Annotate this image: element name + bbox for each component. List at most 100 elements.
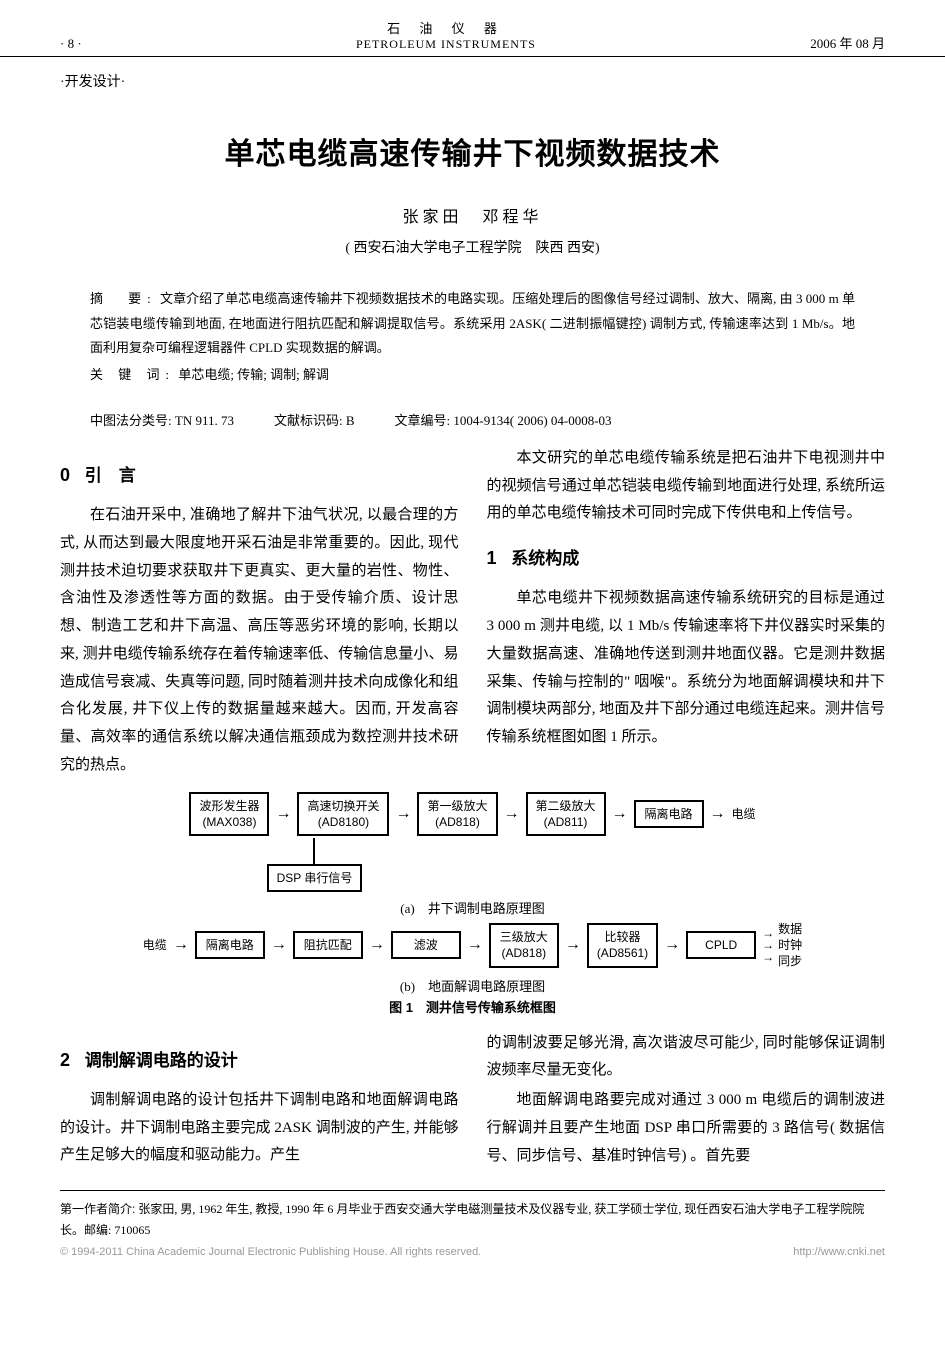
output-clock: 时钟 <box>778 937 802 953</box>
output-arrows-icon: →→→ <box>762 927 774 963</box>
output-labels: 数据 时钟 同步 <box>778 921 802 970</box>
author-bio-footer: 第一作者简介: 张家田, 男, 1962 年生, 教授, 1990 年 6 月毕… <box>60 1190 885 1244</box>
section-1-title: 系统构成 <box>511 549 579 568</box>
fc-node: CPLD <box>686 931 756 959</box>
fc-node-line1: 隔离电路 <box>205 937 255 953</box>
page-header: · 8 · 石 油 仪 器 PETROLEUM INSTRUMENTS 2006… <box>0 0 945 57</box>
arrow-right-icon: → <box>710 806 726 822</box>
section-tag: ·开发设计· <box>0 57 945 91</box>
abstract-label: 摘 要: <box>90 291 157 306</box>
article-title: 单芯电缆高速传输井下视频数据技术 <box>0 91 945 197</box>
abstract-block: 摘 要: 文章介绍了单芯电缆高速传输井下视频数据技术的电路实现。压缩处理后的图像… <box>0 277 945 404</box>
fc-node: 隔离电路 <box>634 800 704 828</box>
section-0-heading: 0 引 言 <box>60 459 459 492</box>
fc-node-line1: 高速切换开关 <box>307 798 379 814</box>
clc: 中图法分类号: TN 911. 73 <box>90 410 234 429</box>
right-column-2: 的调制波要足够光滑, 高次谐波尽可能少, 同时能够保证调制波频率尽量无变化。 地… <box>487 1030 886 1173</box>
clc-value: TN 911. 73 <box>175 413 234 428</box>
arrow-right-icon: → <box>467 937 483 953</box>
keywords-label: 关 键 词: <box>90 367 175 382</box>
fc-node-line2: (AD818) <box>427 814 487 830</box>
fc-node-line1: 三级放大 <box>499 929 549 945</box>
doc-code: 文献标识码: B <box>274 410 355 429</box>
paragraph: 调制解调电路的设计包括井下调制电路和地面解调电路的设计。井下调制电路主要完成 2… <box>60 1087 459 1170</box>
section-2-title: 调制解调电路的设计 <box>85 1051 238 1070</box>
clc-label: 中图法分类号: <box>90 413 172 428</box>
affiliation: ( 西安石油大学电子工程学院 陕西 西安) <box>0 233 945 277</box>
fc-node: 阻抗匹配 <box>293 931 363 959</box>
main-columns-2: 2 调制解调电路的设计 调制解调电路的设计包括井下调制电路和地面解调电路的设计。… <box>0 1030 945 1173</box>
fc-node-line1: 比较器 <box>597 929 648 945</box>
fc-node-line1: 第二级放大 <box>536 798 596 814</box>
fc-node: 滤波 <box>391 931 461 959</box>
arrow-right-icon: → <box>664 937 680 953</box>
figure-1-title: 图 1 测井信号传输系统框图 <box>60 997 885 1016</box>
section-0-title: 引 言 <box>85 466 136 485</box>
output-data: 数据 <box>778 921 802 937</box>
cable-label: 电缆 <box>143 937 167 953</box>
fc-node-line1: 第一级放大 <box>427 798 487 814</box>
fc-node: 波形发生器 (MAX038) <box>189 792 269 836</box>
fc-node-line2: (MAX038) <box>199 814 259 830</box>
copyright-url: http://www.cnki.net <box>793 1246 885 1258</box>
fc-node: 高速切换开关 (AD8180) <box>297 792 389 836</box>
bio-text: 张家田, 男, 1962 年生, 教授, 1990 年 6 月毕业于西安交通大学… <box>60 1202 864 1236</box>
arrow-right-icon: → <box>612 806 628 822</box>
article-id-value: 1004-9134( 2006) 04-0008-03 <box>453 413 611 428</box>
keywords-text: 单芯电缆; 传输; 调制; 解调 <box>178 367 329 382</box>
copyright-footer: © 1994-2011 China Academic Journal Elect… <box>0 1244 945 1274</box>
fc-node-line2: (AD818) <box>499 945 549 961</box>
fc-node-line1: DSP 串行信号 <box>277 870 353 886</box>
fc-node-line2: (AD8561) <box>597 945 648 961</box>
classification-row: 中图法分类号: TN 911. 73 文献标识码: B 文章编号: 1004-9… <box>0 404 945 445</box>
cable-label: 电缆 <box>732 806 756 822</box>
section-1-heading: 1 系统构成 <box>487 542 886 575</box>
journal-title-en: PETROLEUM INSTRUMENTS <box>356 37 536 52</box>
arrow-right-icon: → <box>173 937 189 953</box>
paragraph: 在石油开采中, 准确地了解井下油气状况, 以最合理的方式, 从而达到最大限度地开… <box>60 502 459 780</box>
fc-node-line2: (AD811) <box>536 814 596 830</box>
arrow-right-icon: → <box>504 806 520 822</box>
arrow-right-icon: → <box>275 806 291 822</box>
dsp-branch: DSP 串行信号 <box>60 838 885 892</box>
left-column-2: 2 调制解调电路的设计 调制解调电路的设计包括井下调制电路和地面解调电路的设计。… <box>60 1030 459 1173</box>
right-column: 本文研究的单芯电缆传输系统是把石油井下电视测井中的视频信号通过单芯铠装电缆传输到… <box>487 445 886 782</box>
arrow-right-icon: → <box>565 937 581 953</box>
section-2-heading: 2 调制解调电路的设计 <box>60 1044 459 1077</box>
section-1-num: 1 <box>487 548 497 568</box>
authors: 张家田 邓程华 <box>0 197 945 233</box>
issue-date: 2006 年 08 月 <box>810 33 885 52</box>
paragraph: 的调制波要足够光滑, 高次谐波尽可能少, 同时能够保证调制波频率尽量无变化。 <box>487 1030 886 1086</box>
arrow-right-icon: → <box>369 937 385 953</box>
paragraph: 单芯电缆井下视频数据高速传输系统研究的目标是通过 3 000 m 测井电缆, 以… <box>487 585 886 752</box>
abstract-text: 文章介绍了单芯电缆高速传输井下视频数据技术的电路实现。压缩处理后的图像信号经过调… <box>90 291 855 355</box>
fc-node: 比较器 (AD8561) <box>587 923 658 967</box>
abstract-row: 摘 要: 文章介绍了单芯电缆高速传输井下视频数据技术的电路实现。压缩处理后的图像… <box>90 287 855 361</box>
main-columns: 0 引 言 在石油开采中, 准确地了解井下油气状况, 以最合理的方式, 从而达到… <box>0 445 945 782</box>
fc-node-line2: (AD8180) <box>307 814 379 830</box>
section-0-num: 0 <box>60 465 70 485</box>
connector-line <box>313 838 315 864</box>
journal-title: 石 油 仪 器 PETROLEUM INSTRUMENTS <box>356 18 536 52</box>
article-id: 文章编号: 1004-9134( 2006) 04-0008-03 <box>395 410 612 429</box>
fc-node-line1: 阻抗匹配 <box>303 937 353 953</box>
flowchart-b: 电缆 → 隔离电路 → 阻抗匹配 → 滤波 → 三级放大 (AD818) → 比… <box>60 921 885 970</box>
doc-code-value: B <box>346 413 355 428</box>
section-2-num: 2 <box>60 1050 70 1070</box>
article-id-label: 文章编号: <box>395 413 451 428</box>
fc-node-line1: 波形发生器 <box>199 798 259 814</box>
page-number: · 8 · <box>60 36 82 52</box>
arrow-right-icon: → <box>395 806 411 822</box>
left-column: 0 引 言 在石油开采中, 准确地了解井下油气状况, 以最合理的方式, 从而达到… <box>60 445 459 782</box>
fc-node-line1: 隔离电路 <box>644 806 694 822</box>
arrow-right-icon: → <box>271 937 287 953</box>
journal-title-cn: 石 油 仪 器 <box>356 18 536 37</box>
fc-node: 三级放大 (AD818) <box>489 923 559 967</box>
bio-label: 第一作者简介: <box>60 1202 135 1216</box>
paragraph: 地面解调电路要完成对通过 3 000 m 电缆后的调制波进行解调并且要产生地面 … <box>487 1087 886 1170</box>
flowchart-a: 波形发生器 (MAX038) → 高速切换开关 (AD8180) → 第一级放大… <box>60 792 885 836</box>
cpld-outputs: →→→ 数据 时钟 同步 <box>762 921 802 970</box>
paragraph: 本文研究的单芯电缆传输系统是把石油井下电视测井中的视频信号通过单芯铠装电缆传输到… <box>487 445 886 528</box>
doc-code-label: 文献标识码: <box>274 413 343 428</box>
fc-node: 第二级放大 (AD811) <box>526 792 606 836</box>
